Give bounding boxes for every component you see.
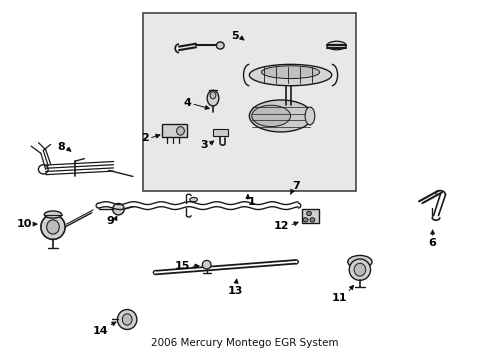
Text: 13: 13 bbox=[227, 286, 243, 296]
Text: 2006 Mercury Montego EGR System: 2006 Mercury Montego EGR System bbox=[150, 338, 338, 348]
Text: 11: 11 bbox=[331, 293, 346, 303]
Text: 3: 3 bbox=[200, 140, 208, 150]
Text: 6: 6 bbox=[428, 238, 436, 248]
Bar bbox=[162, 125, 187, 137]
Text: 5: 5 bbox=[231, 31, 238, 41]
Ellipse shape bbox=[306, 211, 311, 216]
Ellipse shape bbox=[249, 64, 331, 86]
Ellipse shape bbox=[347, 256, 371, 268]
Text: 8: 8 bbox=[57, 141, 65, 152]
Text: 10: 10 bbox=[17, 219, 32, 229]
Ellipse shape bbox=[207, 90, 218, 106]
Ellipse shape bbox=[202, 260, 211, 269]
Ellipse shape bbox=[251, 105, 290, 127]
Ellipse shape bbox=[353, 263, 365, 276]
Ellipse shape bbox=[348, 259, 370, 280]
Ellipse shape bbox=[216, 42, 224, 49]
Text: 14: 14 bbox=[93, 326, 108, 336]
Text: 15: 15 bbox=[175, 261, 190, 271]
Ellipse shape bbox=[112, 203, 124, 215]
Text: 4: 4 bbox=[183, 99, 191, 108]
Ellipse shape bbox=[46, 220, 59, 234]
Ellipse shape bbox=[303, 218, 307, 222]
Ellipse shape bbox=[326, 41, 346, 50]
Ellipse shape bbox=[176, 127, 184, 135]
Text: 7: 7 bbox=[291, 181, 299, 192]
Ellipse shape bbox=[117, 310, 137, 329]
Ellipse shape bbox=[309, 218, 314, 222]
Ellipse shape bbox=[189, 197, 197, 202]
Ellipse shape bbox=[261, 66, 319, 78]
Ellipse shape bbox=[249, 100, 312, 132]
Ellipse shape bbox=[210, 92, 216, 99]
Bar bbox=[301, 209, 318, 224]
Text: 1: 1 bbox=[247, 197, 255, 207]
Polygon shape bbox=[349, 264, 369, 276]
Text: 2: 2 bbox=[141, 133, 149, 143]
Ellipse shape bbox=[122, 314, 132, 325]
Ellipse shape bbox=[44, 211, 61, 218]
Bar bbox=[213, 129, 227, 136]
Text: 9: 9 bbox=[106, 216, 114, 226]
Polygon shape bbox=[118, 314, 136, 325]
Bar bbox=[142, 13, 355, 191]
Text: 12: 12 bbox=[274, 221, 289, 230]
Ellipse shape bbox=[41, 215, 65, 239]
Ellipse shape bbox=[305, 107, 314, 125]
